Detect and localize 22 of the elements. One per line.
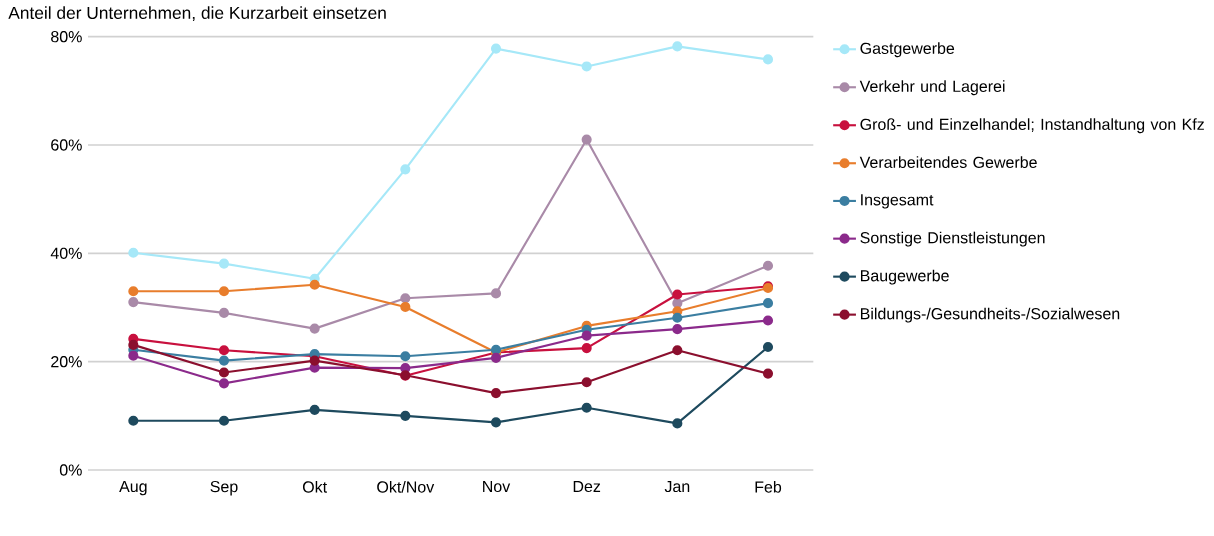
legend-label: Insgesamt: [861, 194, 934, 209]
y-tick-label: 20%: [51, 356, 82, 368]
x-tick-label: Feb: [755, 480, 782, 493]
y-tick-label: 60%: [51, 139, 82, 151]
x-tick-label: Dez: [573, 480, 601, 493]
x-tick-label: Okt/Nov: [377, 480, 435, 493]
legend-label: Verarbeitendes Gewerbe: [859, 156, 1037, 168]
legend-label: Groß- und Einzelhandel; Instandhaltung von Kfz: [860, 118, 1204, 134]
x-tick-label: Sep: [210, 480, 238, 496]
legend-label: Bildungs-/Gesundheits-/Sozialwesen: [860, 307, 1120, 323]
x-tick-label: Jan: [664, 480, 690, 493]
legend-label: Sonstige Dienstleistungen: [860, 231, 1045, 247]
legend-label: Gastgewerbe: [860, 42, 955, 58]
y-tick-label: 40%: [50, 247, 82, 259]
y-tick-label: 0%: [59, 464, 82, 476]
chart-title: Anteil der Unternehmen, die Kurzarbeit einsetzen: [8, 6, 386, 22]
y-tick-label: 80%: [51, 31, 82, 43]
x-tick-label: Nov: [483, 480, 511, 493]
x-tick-label: Okt: [302, 480, 327, 493]
legend-label: Verkehr und Lagerei: [859, 80, 1005, 96]
legend-label: Baugewerbe: [860, 269, 949, 285]
x-tick-label: Aug: [119, 480, 147, 496]
